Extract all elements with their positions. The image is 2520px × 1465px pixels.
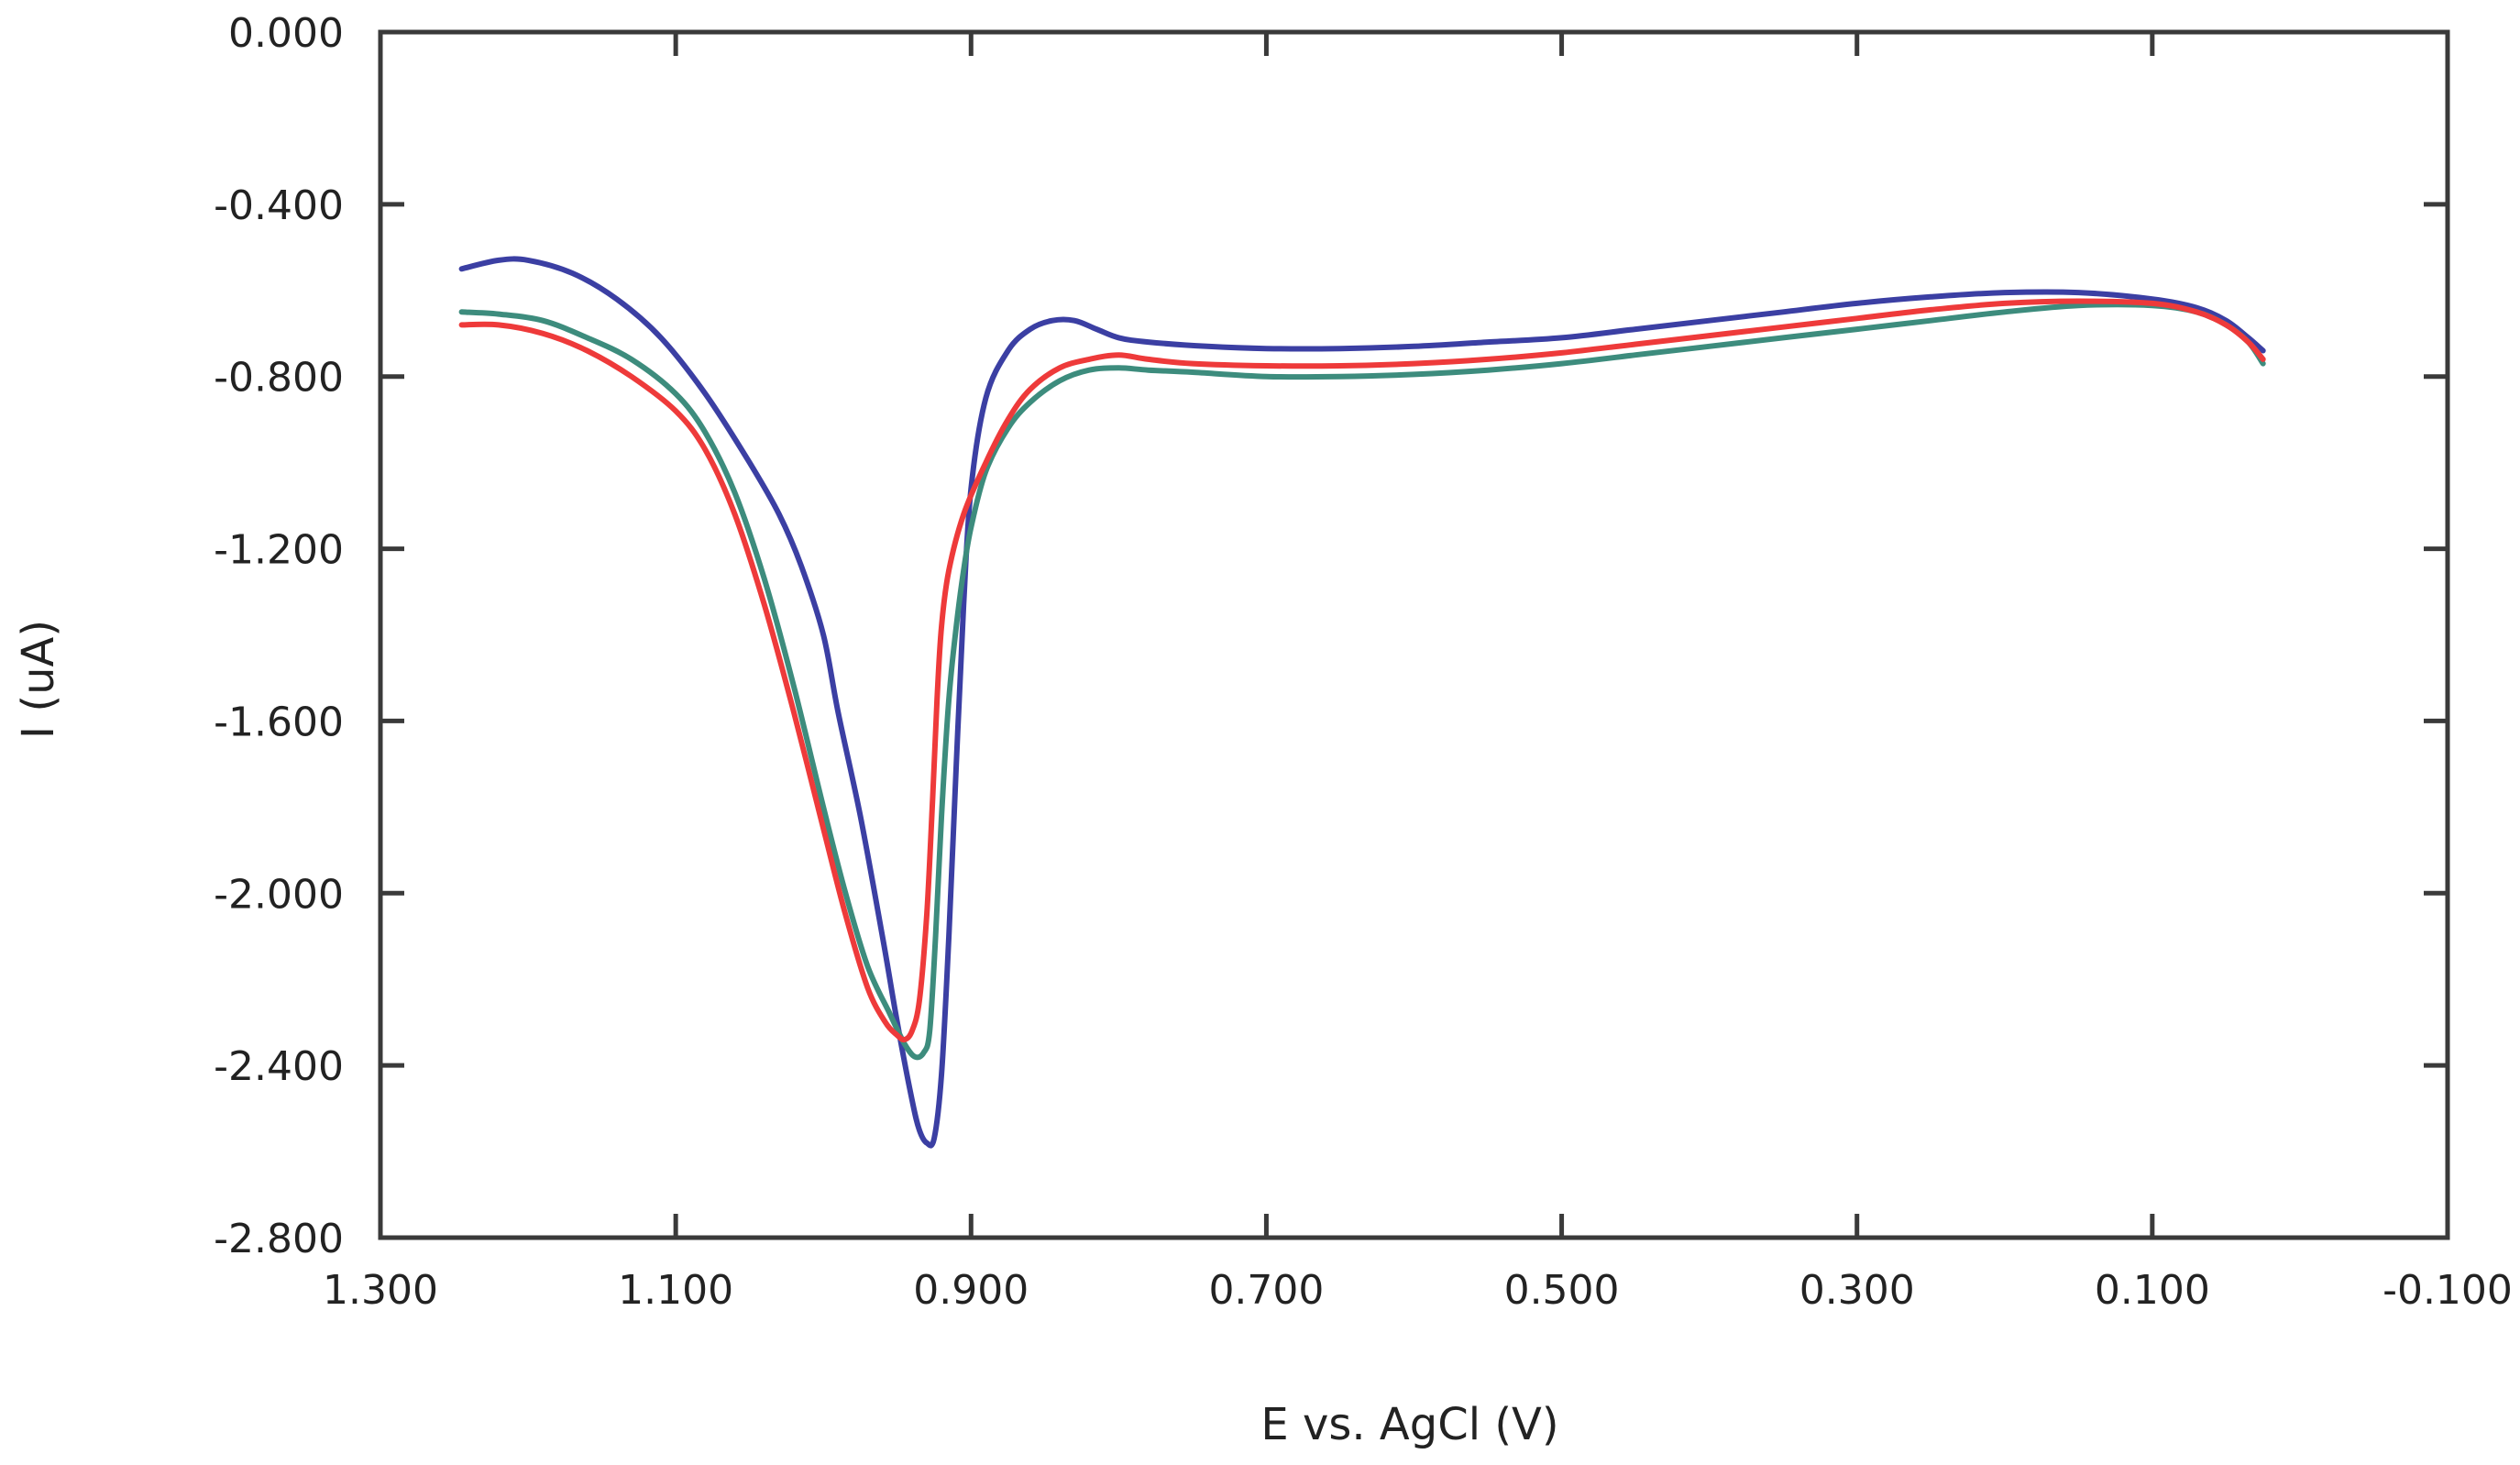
x-tick-label: 0.900 xyxy=(913,1267,1029,1314)
y-tick-label: -0.800 xyxy=(214,355,344,402)
plot-frame xyxy=(378,29,2450,1240)
x-tick-label: 0.700 xyxy=(1208,1267,1324,1314)
x-tick-label: 0.100 xyxy=(2095,1267,2210,1314)
series-line-green xyxy=(458,302,2266,1061)
y-tick-label: -2.000 xyxy=(214,871,344,918)
x-tick-label: 0.300 xyxy=(1799,1267,1915,1314)
y-tick-label: 0.000 xyxy=(228,10,344,57)
y-axis-title: I (uA) xyxy=(13,620,64,739)
x-tick-label: 0.500 xyxy=(1504,1267,1620,1314)
y-tick-label: -2.400 xyxy=(214,1043,344,1090)
x-tick-label: 1.300 xyxy=(323,1267,438,1314)
y-tick-label: -1.600 xyxy=(214,699,344,745)
x-tick-label: -0.100 xyxy=(2382,1267,2513,1314)
series-line-blue xyxy=(458,256,2266,1149)
y-tick-label: -0.400 xyxy=(214,182,344,229)
plot-area: 1.300 1.100 0.900 0.700 0.500 0.300 0.100 -0.10… xyxy=(214,10,2513,1314)
x-tick-label: 1.100 xyxy=(618,1267,733,1314)
series-line-red xyxy=(458,298,2266,1043)
y-tick-label: -1.200 xyxy=(214,527,344,574)
x-axis-title: E vs. AgCl (V) xyxy=(1260,1399,1558,1450)
y-tick-label: -2.800 xyxy=(214,1216,344,1262)
